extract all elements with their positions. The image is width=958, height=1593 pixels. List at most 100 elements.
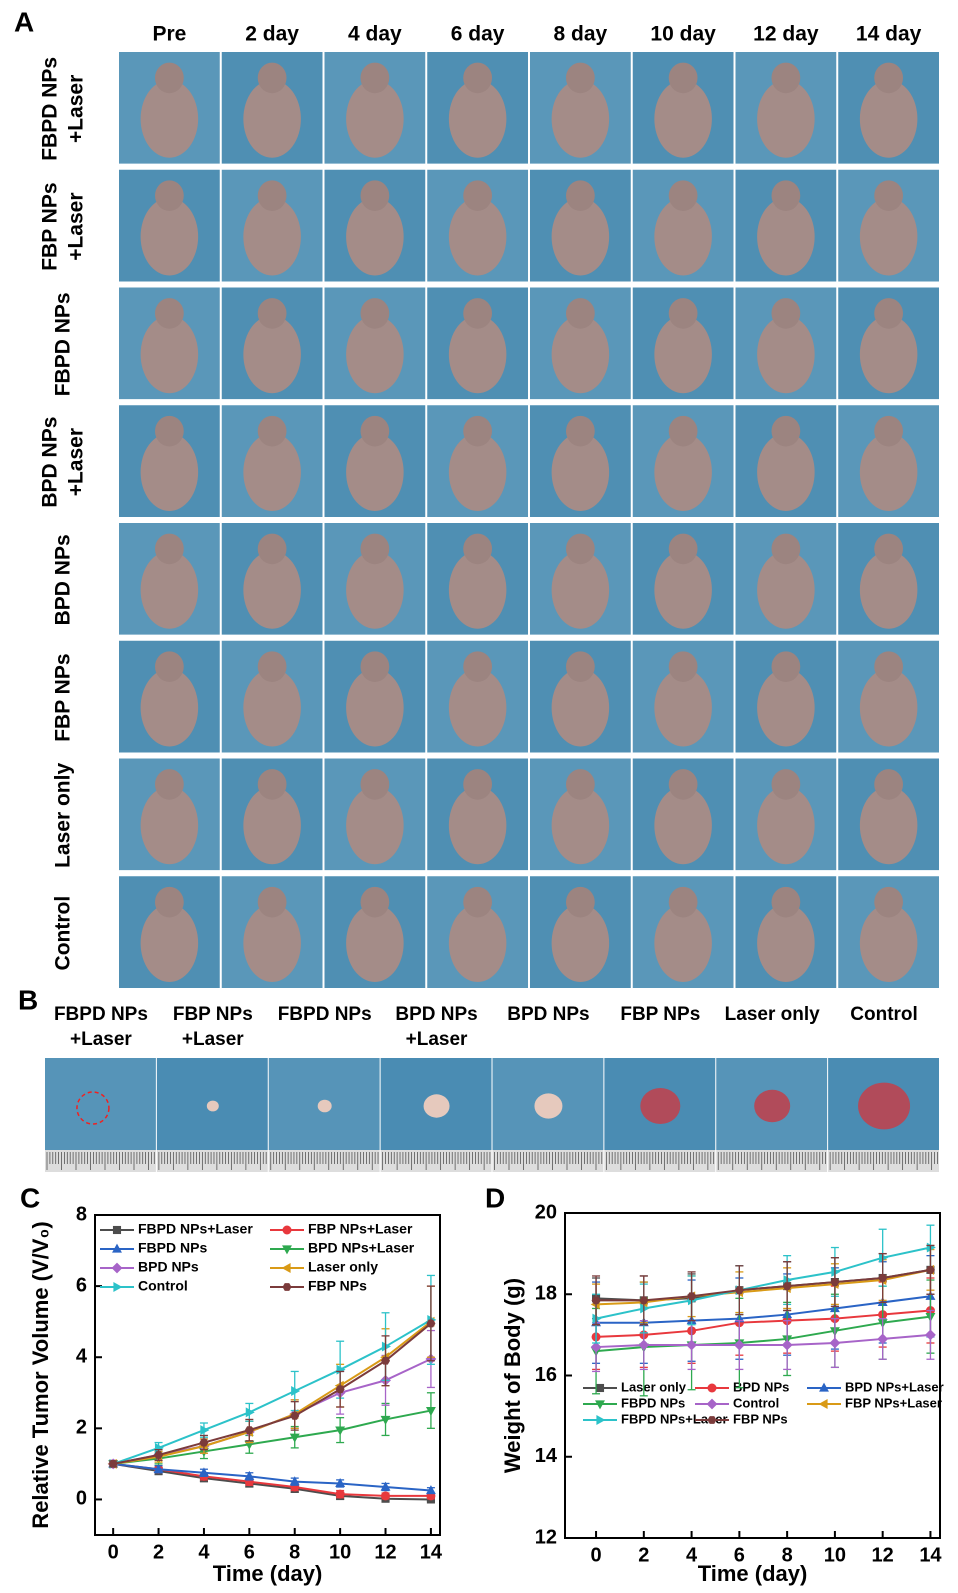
x-tick-label: 14 <box>420 1541 443 1563</box>
mouse-head <box>258 298 287 329</box>
legend-marker <box>596 1384 604 1392</box>
mouse-head <box>771 651 800 682</box>
legend-label: FBP NPs+Laser <box>845 1395 942 1410</box>
mouse-head <box>463 769 492 800</box>
row-label: Control <box>52 896 75 971</box>
y-tick-label: 8 <box>76 1203 87 1225</box>
y-tick-label: 12 <box>535 1526 557 1548</box>
x-axis-label: Time (day) <box>698 1561 808 1586</box>
mouse-head <box>669 651 698 682</box>
tumor <box>424 1094 450 1117</box>
x-tick-label: 2 <box>638 1544 649 1566</box>
mouse-head <box>258 416 287 447</box>
mouse-head <box>463 298 492 329</box>
y-tick-label: 6 <box>76 1274 87 1296</box>
mouse-head <box>360 180 389 211</box>
mouse-head <box>258 180 287 211</box>
data-point <box>686 1340 697 1351</box>
data-point <box>200 1425 209 1435</box>
y-tick-label: 14 <box>535 1445 558 1467</box>
row-label: +Laser <box>65 75 88 143</box>
mouse-head <box>566 63 595 94</box>
mouse-head <box>463 651 492 682</box>
column-header: 4 day <box>348 23 402 46</box>
row-divider <box>118 517 940 520</box>
mouse-head <box>771 534 800 565</box>
tumor <box>534 1093 562 1118</box>
data-point <box>291 1386 300 1396</box>
column-header: 2 day <box>245 23 299 46</box>
y-axis-label: Relative Tumor Volume (V/V₀) <box>28 1221 53 1528</box>
x-tick-label: 10 <box>824 1544 846 1566</box>
mouse-head <box>155 887 184 918</box>
legend-label: BPD NPs+Laser <box>845 1379 944 1394</box>
row-label: +Laser <box>65 192 88 260</box>
legend-label: FBPD NPs <box>138 1240 207 1256</box>
legend-marker <box>113 1226 121 1234</box>
legend-marker <box>113 1282 122 1292</box>
row-label: +Laser <box>65 428 88 496</box>
mouse-head <box>360 887 389 918</box>
mouse-head <box>566 651 595 682</box>
mouse-head <box>874 534 903 565</box>
mouse-head <box>155 769 184 800</box>
group-label: BPD NPs <box>507 1004 589 1025</box>
legend-marker <box>707 1399 718 1410</box>
mouse-head <box>874 298 903 329</box>
group-label: FBP NPs <box>620 1004 700 1025</box>
legend-label: Control <box>733 1395 779 1410</box>
column-header: 12 day <box>753 23 819 46</box>
mouse-head <box>258 534 287 565</box>
mouse-head <box>566 416 595 447</box>
mouse-head <box>155 651 184 682</box>
x-tick-label: 0 <box>590 1544 601 1566</box>
mouse-head <box>669 887 698 918</box>
data-point <box>381 1491 390 1500</box>
row-label: FBPD NPs <box>52 292 75 396</box>
data-point <box>336 1490 345 1499</box>
mouse-head <box>771 180 800 211</box>
mouse-head <box>155 180 184 211</box>
data-point <box>927 1243 936 1253</box>
mouse-head <box>669 416 698 447</box>
mouse-head <box>874 651 903 682</box>
x-axis-label: Time (day) <box>213 1561 323 1586</box>
mouse-head <box>566 769 595 800</box>
group-label: +Laser <box>70 1029 132 1050</box>
legend-marker <box>283 1226 292 1235</box>
group-label: FBPD NPs <box>54 1004 148 1025</box>
row-divider <box>118 870 940 873</box>
mouse-head <box>874 887 903 918</box>
legend-label: FBP NPs+Laser <box>308 1221 413 1237</box>
figure: A B Pre2 day4 day6 day8 day10 day12 day1… <box>0 0 958 1588</box>
x-tick-label: 0 <box>108 1541 119 1563</box>
mouse-head <box>771 298 800 329</box>
legend-marker <box>596 1415 605 1425</box>
mouse-head <box>258 887 287 918</box>
column-header: 14 day <box>856 23 922 46</box>
tumor-photo <box>45 1058 156 1150</box>
panel-label: B <box>18 984 38 1015</box>
group-label: +Laser <box>182 1029 244 1050</box>
x-tick-label: 2 <box>153 1541 164 1563</box>
row-label: FBP NPs <box>52 653 75 741</box>
panel-label: D <box>485 1182 505 1213</box>
row-label: BPD NPs <box>52 534 75 625</box>
mouse-head <box>155 534 184 565</box>
legend-label: Control <box>138 1278 188 1294</box>
y-tick-label: 4 <box>76 1346 88 1368</box>
mouse-head <box>463 534 492 565</box>
tumor <box>318 1100 332 1113</box>
legend-marker <box>283 1283 292 1291</box>
mouse-head <box>874 769 903 800</box>
tumor <box>858 1083 910 1130</box>
mouse-head <box>566 298 595 329</box>
row-label: BPD NPs <box>39 417 62 508</box>
y-axis-label: Weight of Body (g) <box>500 1278 525 1473</box>
panel-label: A <box>14 6 34 37</box>
mouse-head <box>874 180 903 211</box>
group-label: +Laser <box>406 1029 468 1050</box>
legend-marker <box>282 1263 291 1273</box>
mouse-head <box>566 534 595 565</box>
mouse-head <box>463 180 492 211</box>
